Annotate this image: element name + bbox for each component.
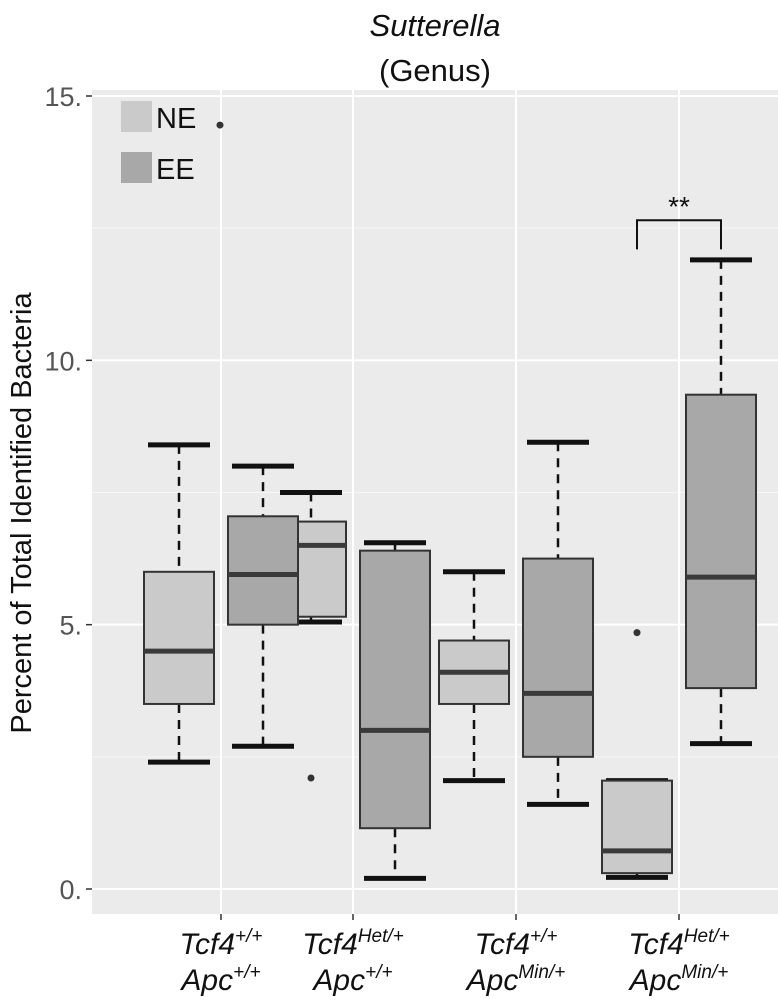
chart-title: Sutterella xyxy=(370,8,501,43)
plot-panel xyxy=(92,90,778,914)
y-axis-ticks: 0. 5. 10. 15. xyxy=(44,82,92,905)
stray-point-0 xyxy=(216,121,224,129)
box-ee-1 xyxy=(359,549,431,830)
y-axis-label: Percent of Total Identified Bacteria xyxy=(6,292,38,734)
significance-label-0: ** xyxy=(668,191,690,222)
x-tick-label-line2-0: Apc+/+ xyxy=(179,962,260,997)
x-tick-label-line1-1: Tcf4Het/+ xyxy=(302,926,404,961)
box-ee-2 xyxy=(522,557,594,758)
outlier-ne-1-0 xyxy=(307,774,315,782)
x-tick-label-line1-0: Tcf4+/+ xyxy=(179,926,262,961)
significance-bracket-0 xyxy=(636,219,722,250)
chart-subtitle: (Genus) xyxy=(379,53,491,88)
legend-label-ee: EE xyxy=(156,154,195,186)
y-tick-label-1: 5. xyxy=(59,611,82,641)
x-tick-label-line1-3: Tcf4Het/+ xyxy=(628,926,730,961)
x-tick-label-line2-3: ApcMin/+ xyxy=(628,962,729,997)
y-tick-label-2: 10. xyxy=(44,346,82,376)
box-ne-3 xyxy=(601,779,673,875)
legend-label-ne: NE xyxy=(156,103,196,135)
x-axis-ticks: Tcf4+/+Apc+/+Tcf4Het/+Apc+/+Tcf4+/+ApcMi… xyxy=(179,914,730,997)
y-tick-label-0: 0. xyxy=(59,875,82,905)
grid-lines xyxy=(92,90,778,914)
legend-key-ne xyxy=(121,101,152,132)
annotations-layer: ** xyxy=(636,191,722,250)
boxes-layer xyxy=(143,257,757,881)
x-tick-label-line2-2: ApcMin/+ xyxy=(465,962,566,997)
outlier-ne-3-0 xyxy=(633,629,641,637)
x-tick-label-line1-2: Tcf4+/+ xyxy=(474,926,557,961)
legend-key-ee xyxy=(121,152,152,183)
box-ee-0 xyxy=(227,515,299,626)
legend: NE EE xyxy=(121,101,224,186)
x-tick-label-line2-1: Apc+/+ xyxy=(311,962,392,997)
box-ne-0 xyxy=(143,570,215,705)
box-ee-3 xyxy=(685,393,757,690)
y-tick-label-3: 15. xyxy=(44,82,82,112)
